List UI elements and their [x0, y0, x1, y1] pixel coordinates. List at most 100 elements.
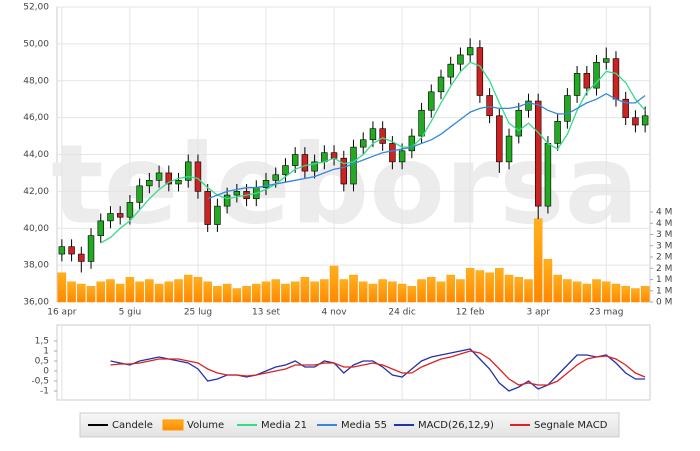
y2-tick-label: 4 M: [656, 208, 672, 218]
volume-bar: [290, 281, 300, 303]
volume-bar: [329, 265, 339, 303]
volume-bar: [174, 279, 183, 303]
y-tick-label: 0: [43, 367, 49, 377]
candle-body: [360, 139, 367, 148]
volume-bar: [378, 279, 387, 303]
y-tick-label: 42,00: [23, 187, 49, 197]
volume-bar: [563, 279, 572, 303]
volume-bar: [524, 279, 533, 303]
candle-body: [603, 58, 610, 63]
volume-bar: [417, 279, 426, 303]
candle-body: [379, 128, 386, 144]
volume-bar: [397, 283, 407, 303]
volume-bar: [485, 272, 494, 303]
y-tick-label: 48,00: [23, 76, 49, 86]
candle-body: [398, 150, 406, 163]
volume-bar: [310, 281, 319, 303]
candle-body: [632, 117, 639, 126]
y-tick-label: 52,00: [23, 3, 49, 13]
volume-bar: [261, 281, 271, 303]
x-tick-label: 5 giu: [119, 308, 142, 318]
candle-body: [175, 180, 182, 185]
candle-body: [437, 76, 445, 93]
volume-bar: [271, 279, 281, 303]
volume-bar: [115, 283, 125, 303]
x-tick-label: 23 mag: [589, 308, 623, 318]
candle-body: [194, 161, 202, 192]
volume-bar: [135, 281, 144, 303]
candle-body: [564, 95, 571, 122]
candle-body: [214, 205, 221, 225]
candle-body: [272, 174, 279, 181]
y-tick-label: 1,5: [35, 337, 49, 347]
candle-body: [593, 62, 600, 89]
volume-bar: [456, 279, 465, 303]
y2-tick-label: 4 M: [656, 219, 672, 229]
candle-body: [291, 154, 299, 166]
y-tick-label: 50,00: [23, 39, 49, 49]
volume-bar: [533, 218, 543, 303]
volume-bar: [320, 279, 329, 303]
volume-bar: [96, 281, 106, 303]
volume-bar: [553, 274, 562, 303]
y2-tick-label: 1 M: [656, 286, 672, 296]
y-tick-label: -1: [40, 387, 49, 397]
volume-bar: [582, 283, 592, 303]
candle-body: [554, 121, 561, 144]
candle-body: [146, 180, 153, 187]
volume-bar: [475, 270, 485, 303]
candle-body: [486, 95, 493, 117]
volume-bar: [504, 274, 514, 303]
y-tick-label: 46,00: [23, 113, 49, 123]
volume-bar: [252, 283, 261, 303]
x-tick-label: 4 nov: [321, 308, 347, 318]
volume-bar: [601, 281, 611, 303]
candle-body: [116, 213, 124, 218]
volume-bar: [611, 283, 621, 303]
y-tick-label: 38,00: [23, 261, 49, 271]
x-tick-label: 25 lug: [184, 308, 212, 318]
legend-label: Candele: [112, 420, 153, 431]
volume-bar: [281, 283, 290, 303]
volume-bar: [621, 286, 630, 303]
legend-label: Volume: [187, 420, 224, 431]
candle-body: [428, 91, 435, 111]
volume-bar: [203, 281, 212, 303]
volume-bar: [222, 283, 232, 303]
candle-body: [340, 157, 347, 185]
legend-label: Media 55: [341, 420, 387, 431]
volume-bar: [145, 279, 154, 303]
volume-bar: [572, 281, 582, 303]
x-tick-label: 3 apr: [526, 308, 550, 318]
candle-body: [233, 191, 241, 196]
candle-body: [262, 180, 270, 188]
volume-bar: [193, 277, 203, 303]
candle-body: [97, 220, 104, 236]
y2-tick-label: 2 M: [656, 253, 672, 263]
volume-bar: [640, 286, 650, 303]
y2-tick-label: 2 M: [656, 264, 672, 274]
volume-bar: [242, 286, 251, 303]
candle-body: [505, 135, 513, 163]
candle-body: [534, 100, 542, 207]
volume-bar: [465, 268, 475, 303]
volume-bar: [232, 288, 242, 303]
candle-body: [466, 47, 474, 56]
volume-bar: [514, 277, 524, 303]
candle-body: [457, 54, 464, 65]
macd-panel: [56, 324, 651, 401]
volume-bar: [67, 281, 76, 303]
x-tick-label: 16 apr: [47, 308, 77, 318]
candle-body: [418, 109, 425, 137]
volume-bar: [436, 281, 446, 303]
candle-body: [369, 128, 377, 141]
legend-label: Segnale MACD: [534, 420, 608, 431]
y-tick-label: 44,00: [23, 150, 49, 160]
volume-bar: [407, 286, 417, 303]
series-line: [100, 61, 646, 244]
legend-swatch: [162, 419, 184, 431]
candle-body: [525, 100, 532, 111]
x-tick-label: 24 dic: [388, 308, 416, 318]
candle-body: [136, 185, 143, 203]
candle-body: [583, 73, 591, 89]
